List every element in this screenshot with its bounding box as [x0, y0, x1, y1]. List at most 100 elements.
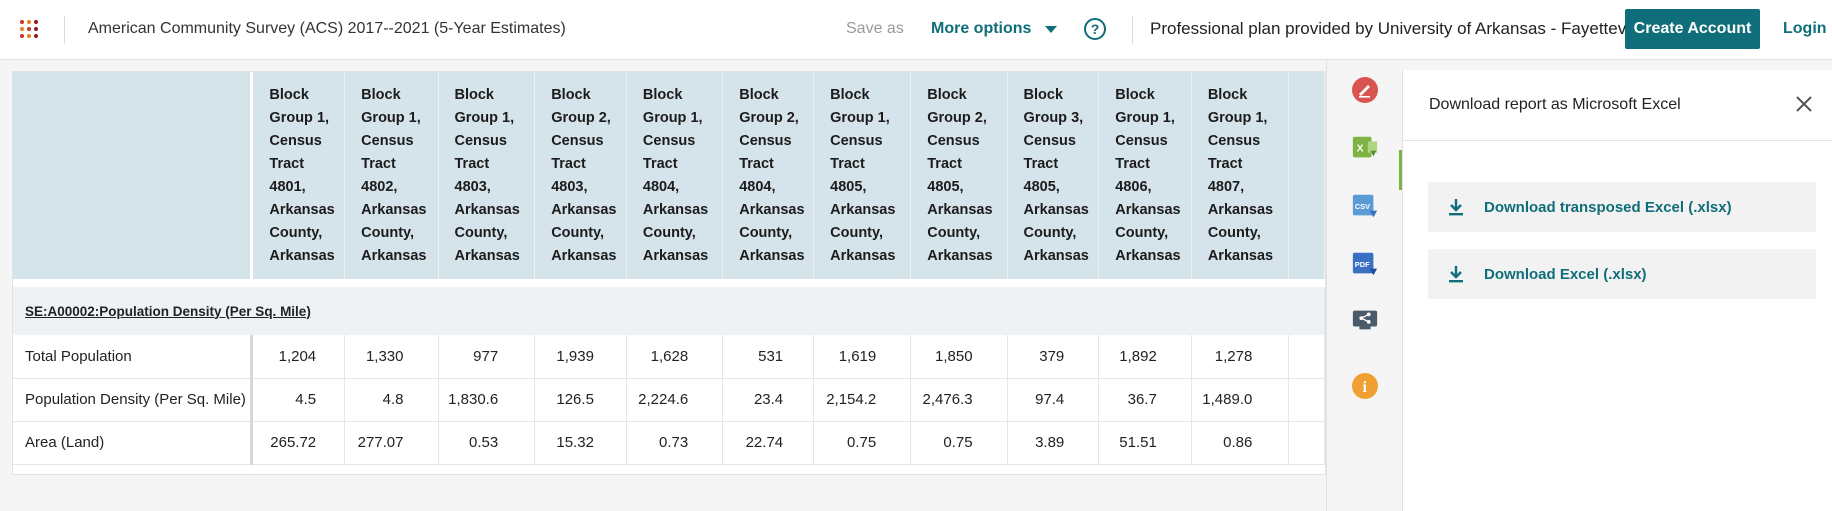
column-header[interactable]: Block Group 2, Census Tract 4805, Arkansas Cou… [910, 72, 1008, 283]
column-header-line: 4804, [739, 179, 776, 195]
table-cell: 379 [1007, 335, 1100, 379]
column-header-line: County, [927, 225, 981, 241]
column-header-line: Arkansas [1207, 248, 1274, 264]
divider [64, 16, 65, 44]
download-excel-button[interactable]: Download Excel (.xlsx) [1428, 249, 1816, 299]
column-header[interactable]: Block Group 1, Census Tract 4803, Arkansas Cou… [438, 72, 536, 283]
column-header-line: Block [1023, 87, 1064, 103]
info-icon[interactable]: i [1351, 372, 1379, 400]
login-link[interactable]: Login [1783, 20, 1827, 37]
table-cell: 22.74 [722, 421, 815, 465]
column-header-line: County, [739, 225, 793, 241]
column-header-line: Arkansas [739, 202, 805, 218]
column-header-line: Arkansas [830, 248, 896, 264]
create-account-button[interactable]: Create Account [1625, 9, 1760, 49]
column-header-line: Group 1, [642, 110, 703, 126]
table-cell: 1,628 [626, 335, 724, 379]
more-options-menu[interactable]: More options [931, 20, 1058, 38]
table-cell: 2,476.3 [910, 378, 1008, 422]
column-header[interactable]: Block Group 1, Census Tract 4804, Arkansas Cou… [626, 72, 724, 283]
save-as-button[interactable]: Save as [846, 20, 904, 37]
column-header[interactable]: Block Group 2, Census Tract 4804, Arkansas Cou… [722, 72, 815, 283]
column-header-line: Block [830, 87, 870, 103]
table-cell: 1,330 [344, 335, 439, 379]
help-icon[interactable]: ? [1084, 18, 1106, 40]
table-cell: 2,224.6 [626, 378, 724, 422]
section-row: SE:A00002:Population Density (Per Sq. Mi… [13, 279, 1325, 335]
column-header-line: County, [642, 225, 696, 241]
column-header-line: Group 2, [551, 110, 611, 126]
column-header-line: 4804, [642, 179, 680, 195]
column-header-line: Tract [1207, 156, 1243, 172]
column-header-line: 4807, [1207, 179, 1245, 195]
download-icon [1449, 266, 1463, 283]
plan-text: Professional plan provided by University… [1150, 19, 1648, 38]
table-cell: 97.4 [1007, 378, 1100, 422]
column-header-line: Arkansas [739, 248, 805, 264]
column-header[interactable]: Block Group 1, Census Tract 4805, Arkansas Cou… [813, 72, 912, 283]
column-header-line: Arkansas [642, 248, 709, 264]
table-cell: 23.4 [722, 378, 815, 422]
column-header-line: Arkansas [551, 248, 617, 264]
table-cell: 4.8 [344, 378, 439, 422]
corner-cell [13, 72, 254, 283]
table-cell: 0.86 [1191, 421, 1290, 465]
column-header[interactable]: Block Group 3, Census Tract 4805, Arkansas Cou… [1007, 72, 1100, 283]
column-header-line: Census [361, 133, 414, 149]
column-header-line: Census [1115, 133, 1168, 149]
table-cell: 0.75 [813, 421, 912, 465]
svg-text:CSV: CSV [1355, 202, 1370, 211]
column-header-line: Tract [361, 156, 396, 172]
csv-icon[interactable]: CSV [1351, 192, 1379, 220]
excel-icon[interactable]: X [1351, 134, 1379, 162]
export-icon-sidebar: X CSV PDF i [1326, 60, 1403, 511]
download-transposed-excel-button[interactable]: Download transposed Excel (.xlsx) [1428, 182, 1816, 232]
row-label: Total Population [13, 335, 254, 379]
column-header-line: 4803, [454, 179, 491, 195]
column-header-line: Tract [830, 156, 865, 172]
share-icon[interactable] [1351, 306, 1379, 334]
column-header-line: Group 1, [269, 110, 330, 126]
column-header[interactable]: Block Group 1, Census Tract 4807, Arkansas Cou… [1191, 72, 1290, 283]
column-header-line: Block [269, 87, 309, 103]
table-cell: 36.7 [1098, 378, 1192, 422]
column-header-line: County, [361, 225, 415, 241]
table-cell-overflow [1288, 421, 1325, 465]
column-header[interactable]: Block Group 1, Census Tract 4801, Arkansas Cou… [251, 72, 346, 283]
apps-grid-icon[interactable] [20, 20, 38, 38]
column-header-line: County, [454, 225, 508, 241]
column-header-line: Census [269, 133, 322, 149]
column-header[interactable]: Block Group 1, Census Tract 4802, Arkansas Cou… [344, 72, 439, 283]
table-row: Area (Land) 265.72 277.07 0.53 15.32 0.73 22.7… [13, 421, 1325, 465]
column-header-line: Block [454, 87, 495, 103]
close-icon[interactable] [1794, 94, 1814, 114]
column-header-line: Arkansas [454, 248, 520, 264]
table-header-row: Block Group 1, Census Tract 4801, Arkansas Cou… [13, 72, 1325, 283]
column-header-line: Arkansas [927, 248, 993, 264]
table-cell: 977 [438, 335, 536, 379]
column-header-line: County, [269, 225, 323, 241]
column-header-line: Block [1207, 87, 1248, 103]
top-bar: American Community Survey (ACS) 2017--20… [0, 0, 1832, 60]
column-header-overflow [1288, 72, 1325, 283]
table-cell: 0.73 [626, 421, 724, 465]
table-cell: 1,278 [1191, 335, 1290, 379]
column-header-line: Tract [269, 156, 305, 172]
edit-icon[interactable] [1351, 76, 1379, 104]
column-header[interactable]: Block Group 2, Census Tract 4803, Arkansas Cou… [534, 72, 627, 283]
column-header-line: Tract [551, 156, 586, 172]
row-label: Population Density (Per Sq. Mile) [13, 378, 254, 422]
download-excel-label: Download Excel (.xlsx) [1484, 265, 1647, 283]
column-header[interactable]: Block Group 1, Census Tract 4806, Arkansas Cou… [1098, 72, 1192, 283]
svg-text:X: X [1357, 144, 1364, 155]
column-header-line: County, [1023, 225, 1077, 241]
caret-down-icon [1045, 25, 1058, 33]
column-header-line: Group 3, [1023, 110, 1084, 126]
pdf-icon[interactable]: PDF [1351, 250, 1379, 278]
column-header-line: Group 1, [1115, 110, 1175, 126]
column-header-line: County, [830, 225, 884, 241]
section-link[interactable]: SE:A00002:Population Density (Per Sq. Mi… [25, 303, 311, 319]
column-header-line: Census [739, 133, 792, 149]
column-header-line: Census [642, 133, 696, 149]
column-header-line: Tract [1115, 156, 1150, 172]
